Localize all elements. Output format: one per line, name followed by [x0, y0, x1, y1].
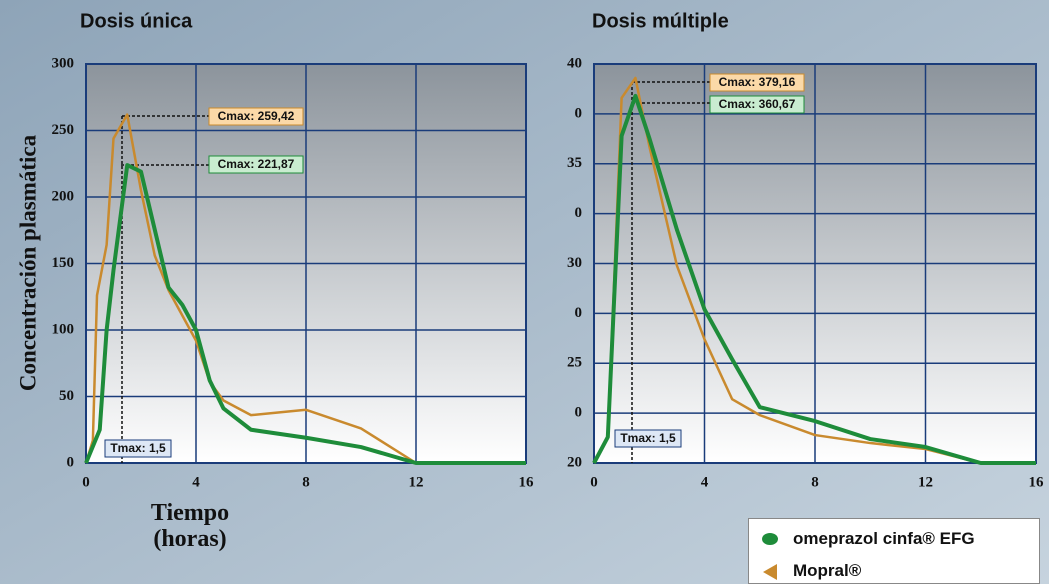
annotation: Cmax: 379,16 [719, 75, 796, 89]
y-tick-label: 0 [67, 454, 75, 470]
legend-symbol [763, 564, 777, 580]
chart-title: Dosis múltiple [592, 10, 729, 32]
y-tick-label: 0 [575, 205, 583, 221]
series-line [84, 163, 526, 465]
annotation-box [709, 73, 805, 92]
annotation: Cmax: 221,87 [218, 157, 295, 171]
annotation-box [208, 155, 304, 174]
legend-symbols [762, 533, 778, 580]
annotation-box [208, 107, 304, 126]
x-tick-label: 8 [811, 474, 819, 490]
annotation-box [104, 439, 172, 458]
annotation: Cmax: 259,42 [218, 109, 295, 123]
y-tick-label: 100 [52, 321, 75, 337]
x-tick-label: 0 [590, 474, 598, 490]
x-tick-label: 8 [302, 474, 310, 490]
y-tick-label: 25 [567, 355, 582, 371]
y-tick-label: 300 [52, 55, 75, 71]
x-tick-label: 0 [82, 474, 90, 490]
y-tick-label: 30 [567, 255, 582, 271]
series-line [592, 93, 1036, 465]
x-tick-label: 4 [192, 474, 200, 490]
y-tick-label: 20 [567, 454, 582, 470]
annotation-box [709, 95, 805, 114]
x-tick-label: 4 [701, 474, 709, 490]
x-tick-label: 12 [409, 474, 424, 490]
annotation: Cmax: 360,67 [719, 97, 796, 111]
x-tick-label: 16 [519, 474, 535, 490]
y-tick-label: 40 [567, 55, 582, 71]
y-tick-label: 50 [59, 388, 74, 404]
y-tick-label: 0 [575, 305, 583, 321]
annotation-box [614, 429, 682, 448]
legend: omeprazol cinfa® EFG Mopral® [748, 518, 1040, 584]
legend-symbol [762, 533, 778, 545]
y-tick-label: 250 [52, 122, 75, 138]
annotation: Tmax: 1,5 [110, 441, 166, 455]
annotation: Tmax: 1,5 [620, 431, 676, 445]
y-axis-title: Concentración plasmática [15, 134, 40, 391]
x-axis-title: Tiempo (horas) [150, 500, 230, 552]
y-tick-label: 0 [575, 405, 583, 421]
y-tick-label: 0 [575, 105, 583, 121]
x-tick-label: 16 [1029, 474, 1045, 490]
legend-label: omeprazol cinfa® EFG [793, 529, 975, 548]
y-tick-label: 150 [52, 255, 75, 271]
legend-label: Mopral® [793, 561, 862, 580]
series-line [592, 76, 1036, 465]
chart-title: Dosis única [80, 10, 193, 32]
y-tick-label: 200 [52, 188, 75, 204]
y-tick-label: 35 [567, 155, 582, 171]
x-tick-label: 12 [918, 474, 933, 490]
